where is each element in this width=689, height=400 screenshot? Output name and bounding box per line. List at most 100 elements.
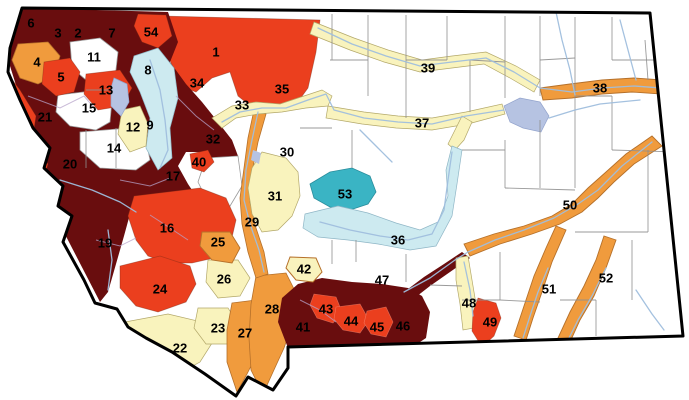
region-label-23[interactable]: 23	[211, 321, 225, 336]
region-label-13[interactable]: 13	[99, 83, 113, 98]
region-45[interactable]	[363, 306, 394, 338]
river-line	[317, 27, 683, 93]
region-label-52[interactable]: 52	[599, 271, 613, 286]
region-label-46[interactable]: 46	[396, 319, 410, 334]
region-label-20[interactable]: 20	[63, 157, 77, 172]
region-label-39[interactable]: 39	[421, 61, 435, 76]
region-label-25[interactable]: 25	[211, 235, 225, 250]
river-line	[359, 129, 393, 163]
region-label-54[interactable]: 54	[144, 25, 159, 40]
region-label-37[interactable]: 37	[415, 116, 429, 131]
region-label-5[interactable]: 5	[57, 70, 64, 85]
region-label-49[interactable]: 49	[483, 315, 497, 330]
region-label-22[interactable]: 22	[173, 341, 187, 356]
county-line	[429, 284, 463, 287]
region-label-29[interactable]: 29	[245, 215, 259, 230]
region-label-30[interactable]: 30	[280, 145, 294, 160]
region-label-11[interactable]: 11	[87, 50, 101, 65]
region-label-50[interactable]: 50	[563, 198, 577, 213]
region-label-1[interactable]: 1	[212, 45, 219, 60]
region-label-35[interactable]: 35	[275, 82, 289, 97]
region-label-8[interactable]: 8	[144, 63, 151, 78]
region-26[interactable]	[205, 259, 251, 299]
region-label-42[interactable]: 42	[297, 262, 311, 277]
watershed-boundary-line	[95, 237, 137, 247]
region-38-corridor[interactable]	[539, 77, 689, 101]
watershed-boundary-line	[119, 177, 171, 187]
watershed-boundary-line	[299, 299, 337, 323]
region-25[interactable]	[199, 231, 241, 264]
watershed-boundary-line	[27, 95, 97, 111]
region-label-53[interactable]: 53	[338, 187, 352, 202]
region-label-3[interactable]: 3	[54, 26, 61, 41]
county-lines-layer	[85, 14, 679, 336]
river-line	[635, 289, 665, 331]
river-line	[548, 99, 641, 119]
rivers-layer	[59, 11, 683, 341]
river-line	[243, 111, 265, 273]
county-line	[504, 187, 576, 191]
region-label-16[interactable]: 16	[160, 221, 174, 236]
region-label-21[interactable]: 21	[38, 110, 52, 125]
region-label-31[interactable]: 31	[268, 189, 282, 204]
region-label-36[interactable]: 36	[391, 233, 405, 248]
region-label-9[interactable]: 9	[146, 118, 153, 133]
region-label-7[interactable]: 7	[108, 26, 115, 41]
region-label-26[interactable]: 26	[217, 272, 231, 287]
region-label-27[interactable]: 27	[238, 326, 252, 341]
flathead-lake	[110, 77, 130, 117]
region-label-19[interactable]: 19	[98, 236, 112, 251]
watershed-boundary-line	[175, 95, 215, 131]
region-label-6[interactable]: 6	[27, 16, 34, 31]
region-44[interactable]	[333, 303, 370, 334]
region-label-45[interactable]: 45	[370, 320, 384, 335]
region-label-34[interactable]: 34	[190, 76, 205, 91]
region-label-41[interactable]: 41	[296, 320, 310, 335]
county-line	[469, 59, 506, 63]
region-label-44[interactable]: 44	[344, 314, 359, 329]
region-label-14[interactable]: 14	[107, 141, 122, 156]
river-line	[555, 11, 576, 96]
river-line	[567, 267, 607, 341]
region-50-corridor[interactable]	[463, 135, 663, 257]
region-label-33[interactable]: 33	[235, 98, 249, 113]
region-label-40[interactable]: 40	[192, 155, 206, 170]
watershed-boundary-line	[149, 214, 189, 241]
county-line	[499, 299, 541, 303]
region-label-38[interactable]: 38	[593, 81, 607, 96]
region-label-32[interactable]: 32	[206, 132, 220, 147]
state-border	[6, 6, 685, 398]
region-label-24[interactable]: 24	[153, 282, 168, 297]
region-40[interactable]	[189, 149, 215, 173]
region-label-4[interactable]: 4	[33, 55, 41, 70]
canyon-ferry-lake	[251, 150, 261, 164]
region-label-43[interactable]: 43	[319, 302, 333, 317]
region-labels-layer: 1234567891112131415161719202122232425262…	[27, 16, 613, 356]
river-line	[59, 179, 137, 213]
yellowstone-upper-extreme-corridor	[404, 252, 470, 300]
region-label-48[interactable]: 48	[462, 296, 476, 311]
river-line	[149, 59, 169, 169]
region-24[interactable]	[119, 255, 197, 313]
region-label-15[interactable]: 15	[82, 101, 96, 116]
region-label-17[interactable]: 17	[166, 169, 180, 184]
region-5[interactable]	[41, 57, 81, 97]
county-line	[539, 57, 576, 61]
region-53[interactable]	[309, 167, 377, 211]
region-9[interactable]	[129, 47, 179, 171]
river-line	[107, 229, 113, 291]
river-line	[619, 19, 637, 81]
region-label-12[interactable]: 12	[126, 120, 140, 135]
region-12[interactable]	[117, 105, 149, 153]
region-31[interactable]	[247, 151, 301, 233]
region-label-51[interactable]: 51	[542, 282, 556, 297]
region-label-2[interactable]: 2	[74, 26, 81, 41]
region-42[interactable]	[285, 256, 323, 283]
river-line	[319, 151, 453, 241]
region-54[interactable]	[133, 13, 173, 49]
region-label-28[interactable]: 28	[265, 302, 279, 317]
region-39-corridor[interactable]	[309, 21, 541, 93]
region-label-47[interactable]: 47	[375, 273, 389, 288]
